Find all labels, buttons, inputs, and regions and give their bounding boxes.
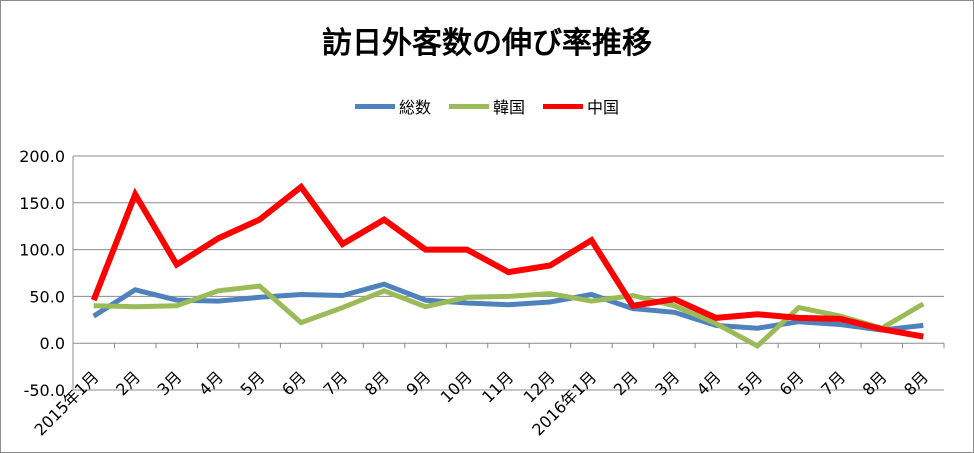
x-tick-label-0: 2015年1月: [31, 367, 103, 439]
y-tick-label-0: 200.0: [19, 147, 65, 166]
x-tick-label-7: 8月: [361, 367, 393, 399]
y-tick-label-4: 0.0: [40, 334, 65, 353]
x-tick-label-13: 2月: [610, 367, 642, 399]
x-tick-label-8: 9月: [402, 367, 434, 399]
x-tick-label-9: 10月: [437, 367, 476, 406]
y-tick-label-5: -50.0: [24, 381, 65, 400]
y-tick-label-3: 50.0: [29, 287, 65, 306]
x-tick-label-2: 3月: [154, 367, 186, 399]
x-tick-label-5: 6月: [278, 367, 310, 399]
legend-swatch-2: [543, 103, 583, 109]
legend-label-1: 韓国: [492, 98, 525, 117]
chart-title: 訪日外客数の伸び率推移: [322, 26, 652, 61]
series-line-2: [90, 182, 924, 340]
x-tick-label-16: 5月: [734, 367, 766, 399]
x-tick-label-14: 3月: [651, 367, 683, 399]
x-tick-label-4: 5月: [237, 367, 269, 399]
y-tick-label-1: 150.0: [19, 194, 65, 213]
legend-item-0: 総数: [354, 94, 431, 118]
y-tick-label-2: 100.0: [19, 241, 65, 260]
legend-swatch-0: [354, 103, 395, 109]
legend-swatch-1: [448, 103, 489, 109]
x-tick-label-3: 4月: [195, 367, 227, 399]
x-tick-label-10: 11月: [478, 367, 517, 406]
x-tick-label-17: 6月: [776, 367, 808, 399]
x-tick-label-19: 8月: [859, 367, 891, 399]
x-tick-label-20: 8月: [900, 367, 932, 399]
x-tick-label-6: 7月: [319, 367, 351, 399]
x-tick-label-18: 7月: [817, 367, 849, 399]
chart-legend: 総数 韓国 中国: [0, 94, 974, 118]
x-tick-label-15: 4月: [693, 367, 725, 399]
legend-item-1: 韓国: [448, 94, 525, 118]
x-tick-label-1: 2月: [112, 367, 144, 399]
legend-item-2: 中国: [543, 94, 619, 118]
legend-label-2: 中国: [587, 98, 620, 117]
legend-label-0: 総数: [398, 98, 431, 117]
